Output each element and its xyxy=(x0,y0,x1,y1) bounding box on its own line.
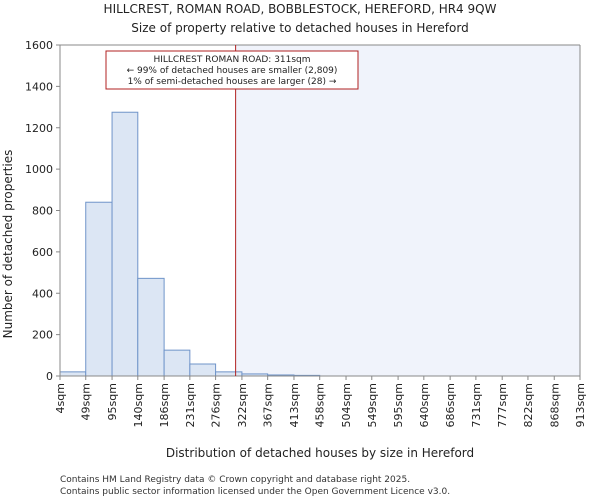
x-tick-label: 822sqm xyxy=(522,383,535,427)
y-axis-label: Number of detached properties xyxy=(1,150,15,339)
x-tick-label: 95sqm xyxy=(106,383,119,420)
bar-140sqm xyxy=(137,277,165,377)
x-tick-label: 413sqm xyxy=(288,383,301,427)
bars-group xyxy=(59,111,321,377)
y-tick-label: 200 xyxy=(32,329,53,342)
annotation-line2: ← 99% of detached houses are smaller (2,… xyxy=(127,66,338,76)
y-tick-label: 800 xyxy=(32,205,53,218)
x-tick-label: 504sqm xyxy=(340,383,353,427)
y-ticks-group: 0 200 400 600 800 1000 1200 1400 1600 xyxy=(25,39,60,383)
bar-49sqm xyxy=(85,201,113,377)
y-tick-label: 600 xyxy=(32,246,53,259)
footer-line1: Contains HM Land Registry data © Crown c… xyxy=(60,475,410,485)
chart-title-line2: Size of property relative to detached ho… xyxy=(131,21,468,35)
x-tick-label: 458sqm xyxy=(314,383,327,427)
x-tick-label: 231sqm xyxy=(184,383,197,427)
x-tick-label: 686sqm xyxy=(444,383,457,427)
bar-231sqm xyxy=(189,363,217,377)
x-tick-label: 140sqm xyxy=(132,383,145,427)
annotation-box-border xyxy=(105,50,359,90)
x-tick-label: 549sqm xyxy=(366,383,379,427)
x-tick-label: 868sqm xyxy=(548,383,561,427)
y-tick-label: 1600 xyxy=(25,39,53,52)
y-tick-label: 1000 xyxy=(25,163,53,176)
bar-186sqm xyxy=(163,349,191,377)
x-tick-label: 49sqm xyxy=(80,383,93,420)
bar-4sqm xyxy=(59,371,87,377)
y-tick-label: 1200 xyxy=(25,122,53,135)
x-tick-label: 367sqm xyxy=(262,383,275,427)
bar-95sqm xyxy=(111,111,139,377)
y-tick-label: 1400 xyxy=(25,80,53,93)
x-tick-label: 913sqm xyxy=(574,383,587,427)
y-tick-label: 0 xyxy=(46,370,53,383)
x-tick-label: 276sqm xyxy=(210,383,223,427)
x-axis-label: Distribution of detached houses by size … xyxy=(166,446,474,460)
annotation-box: HILLCREST ROMAN ROAD: 311sqm ← 99% of de… xyxy=(105,50,359,90)
x-tick-label: 4sqm xyxy=(54,383,67,413)
y-tick-label: 400 xyxy=(32,287,53,300)
x-tick-label: 731sqm xyxy=(470,383,483,427)
x-tick-label: 640sqm xyxy=(418,383,431,427)
x-tick-label: 322sqm xyxy=(236,383,249,427)
annotation-line3: 1% of semi-detached houses are larger (2… xyxy=(128,77,337,87)
bar-276sqm xyxy=(215,371,243,377)
x-tick-label: 186sqm xyxy=(158,383,171,427)
x-ticks-group: 4sqm 49sqm 95sqm 140sqm 186sqm 231sqm 276sqm 32… xyxy=(54,376,587,427)
annotation-line1: HILLCREST ROMAN ROAD: 311sqm xyxy=(153,55,310,65)
footer-line2: Contains public sector information licen… xyxy=(60,487,450,497)
highlight-region xyxy=(235,45,580,376)
x-tick-label: 777sqm xyxy=(496,383,509,427)
x-tick-label: 595sqm xyxy=(392,383,405,427)
chart-title-line1: HILLCREST, ROMAN ROAD, BOBBLESTOCK, HERE… xyxy=(104,2,497,16)
